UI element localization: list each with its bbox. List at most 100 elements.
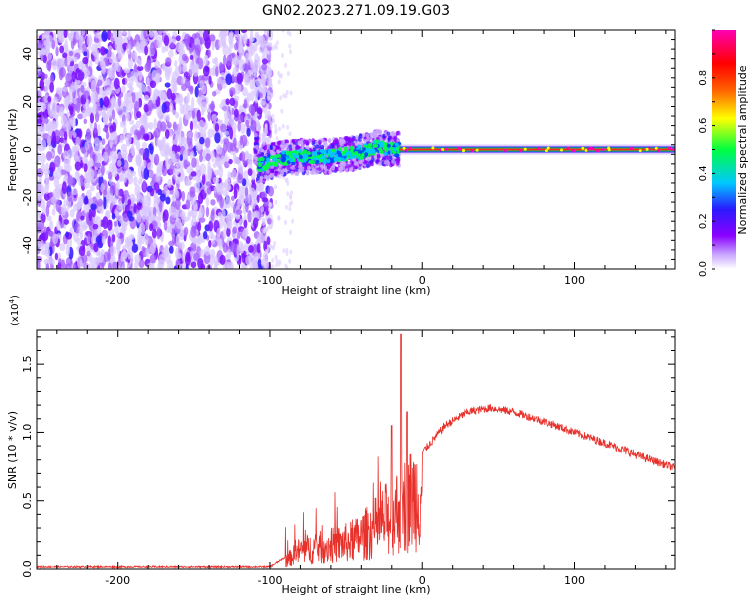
spectrogram-noise-cell	[142, 179, 147, 192]
spectrogram-noise-cell	[283, 62, 287, 68]
spectrogram-noise-cell	[188, 209, 194, 217]
spectrogram-noise-cell	[60, 204, 67, 216]
spectrogram-noise-cell	[249, 37, 254, 50]
spectrogram-trace-halo	[328, 170, 333, 175]
spectrogram-noise-cell	[154, 76, 158, 83]
spectrogram-noise-cell	[233, 188, 238, 200]
spectrogram-noise-cell	[213, 169, 220, 176]
snr-y-tick-label: 0.0	[21, 560, 34, 578]
spectrogram-noise-cell	[280, 108, 284, 114]
spectrogram-trace-halo	[320, 144, 325, 150]
spectrogram-noise-cell	[107, 262, 112, 269]
spectrogram-noise-cell	[175, 176, 182, 184]
spectrogram-noise-cell	[134, 100, 140, 113]
spectrogram-noise-cell	[168, 129, 173, 138]
spectrogram-trace-halo	[335, 166, 340, 172]
spectrogram-noise-cell	[229, 30, 234, 37]
spectrogram-band-speck	[537, 146, 541, 150]
spectrogram-noise-cell	[289, 90, 293, 96]
spectrogram-noise-cell	[133, 176, 138, 187]
spectrogram-noise-cell	[266, 103, 270, 109]
spectrogram-noise-cell	[252, 77, 256, 90]
spectrogram-noise-cell	[126, 99, 134, 112]
spectrogram-noise-cell	[89, 157, 94, 168]
spectrogram-noise-cell	[266, 140, 270, 146]
spectrogram-noise-cell	[122, 120, 127, 129]
spectrogram-noise-cell	[222, 228, 227, 239]
spectrogram-noise-cell	[163, 221, 168, 231]
spectrogram-noise-cell	[171, 230, 175, 238]
spectrogram-noise-cell	[279, 95, 283, 101]
spectrogram-band-speck	[668, 146, 672, 150]
spectrogram-noise-cell	[285, 204, 289, 210]
spectrogram-noise-cell	[158, 200, 163, 213]
spectrogram-noise-cell	[76, 255, 83, 269]
spectrogram-trace-halo	[331, 166, 336, 171]
spectrogram-noise-cell	[219, 30, 227, 39]
spectrogram-noise-cell	[88, 197, 93, 205]
spectrogram-noise-cell	[112, 261, 118, 269]
spectrogram-noise-cell	[149, 188, 155, 197]
spectrogram-noise-cell	[226, 185, 232, 191]
spectrogram-noise-cell	[65, 263, 71, 269]
spectrogram-noise-cell	[274, 262, 278, 268]
spectrogram-noise-cell	[239, 218, 244, 224]
spectrogram-noise-cell	[267, 95, 271, 101]
spectrogram-noise-cell	[37, 211, 42, 219]
spectrogram-trace-halo	[395, 131, 400, 136]
spectrogram-noise-cell	[175, 252, 182, 260]
spectrogram-noise-cell	[124, 92, 129, 105]
spectrogram-noise-cell	[62, 150, 69, 160]
spectrogram-noise-cell	[274, 254, 278, 260]
spectrogram-noise-cell	[238, 241, 244, 253]
spectrogram-noise-cell	[43, 95, 49, 104]
spectrogram-noise-cell	[37, 118, 43, 124]
spectrogram-noise-cell	[116, 159, 122, 167]
spectrogram-noise-cell	[92, 223, 99, 230]
spectrogram-noise-cell	[175, 217, 182, 230]
spectrogram-noise-cell	[133, 203, 137, 214]
spectrogram-trace-halo	[351, 137, 356, 142]
spectrogram-noise-cell	[246, 92, 252, 102]
spectrogram-noise-cell	[120, 120, 124, 128]
spectrogram-noise-cell	[224, 156, 230, 163]
spectrogram-noise-cell	[216, 144, 223, 155]
spectrogram-noise-cell	[243, 99, 248, 109]
spectrogram-trace-halo	[327, 138, 332, 144]
spectrogram-noise-cell	[205, 196, 210, 207]
spectrogram-trace-halo	[372, 130, 377, 135]
spectrogram-noise-cell	[126, 43, 132, 55]
spectrogram-noise-cell	[155, 170, 161, 182]
spectrogram-noise-cell	[55, 57, 63, 66]
spectrogram-noise-cell	[78, 245, 86, 257]
spectrogram-noise-cell	[223, 130, 230, 136]
spectrogram-noise-cell	[55, 46, 59, 57]
spectrogram-trace-halo	[265, 176, 270, 181]
spectrogram-noise-cell	[44, 73, 48, 79]
spectrogram-noise-cell	[57, 143, 63, 155]
spectrogram-trace-halo	[291, 138, 296, 144]
spectrogram-noise-cell	[76, 201, 81, 209]
spectrogram-noise-cell	[178, 116, 183, 129]
spectrogram-noise-cell	[40, 48, 47, 56]
spectrogram-noise-cell	[102, 127, 109, 133]
spectrogram-noise-cell	[48, 230, 54, 237]
spectrogram-noise-cell	[135, 120, 141, 129]
spectrogram-noise-cell	[241, 87, 248, 97]
spectrogram-trace-halo	[391, 159, 395, 164]
spectrogram-noise-cell	[165, 114, 171, 122]
spectrogram-noise-cell	[212, 90, 217, 97]
spectrogram-noise-cell	[87, 232, 91, 243]
snr-y-axis-label: SNR (10 * v/v)	[6, 411, 19, 489]
spectrogram-noise-cell	[205, 153, 211, 162]
spectrogram-noise-cell	[74, 79, 81, 85]
spectrogram-noise-cell	[106, 30, 112, 41]
spectrogram-noise-cell	[88, 169, 95, 180]
spectrogram-noise-cell	[72, 262, 77, 269]
spectrogram-trace-halo	[288, 144, 292, 149]
spectrogram-trace-halo	[285, 142, 289, 148]
spectrogram-noise-cell	[238, 59, 246, 72]
spectrogram-trace-halo	[274, 171, 278, 177]
spectrogram-noise-cell	[228, 45, 232, 56]
